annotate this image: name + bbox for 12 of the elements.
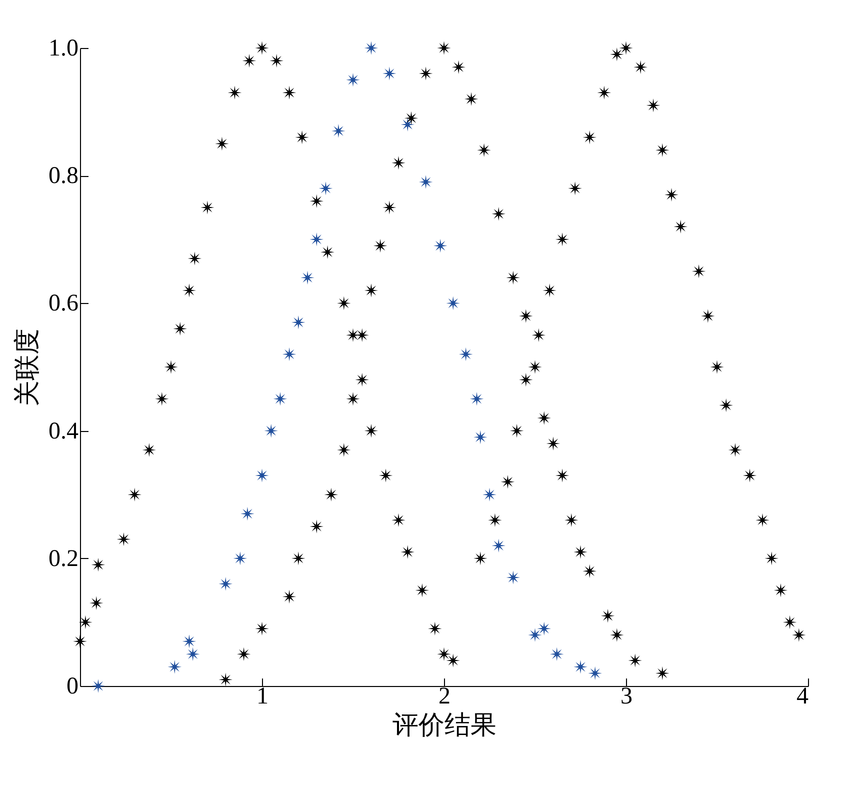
x-tick-label: 4 <box>796 684 808 710</box>
x-tick-label: 2 <box>438 684 450 710</box>
y-tick-label: 0.2 <box>48 546 78 572</box>
y-tick-label: 1.0 <box>48 36 78 62</box>
y-tick-label: 0.8 <box>48 163 78 190</box>
y-axis-title: 关联度 <box>12 328 42 406</box>
y-tick-label: 0 <box>66 674 78 700</box>
x-axis-title: 评价结果 <box>392 710 496 740</box>
y-tick-label: 0.6 <box>48 290 78 317</box>
x-tick-label: 3 <box>620 684 632 710</box>
x-tick-label: 1 <box>256 684 268 710</box>
y-tick-label: 0.4 <box>48 418 78 444</box>
